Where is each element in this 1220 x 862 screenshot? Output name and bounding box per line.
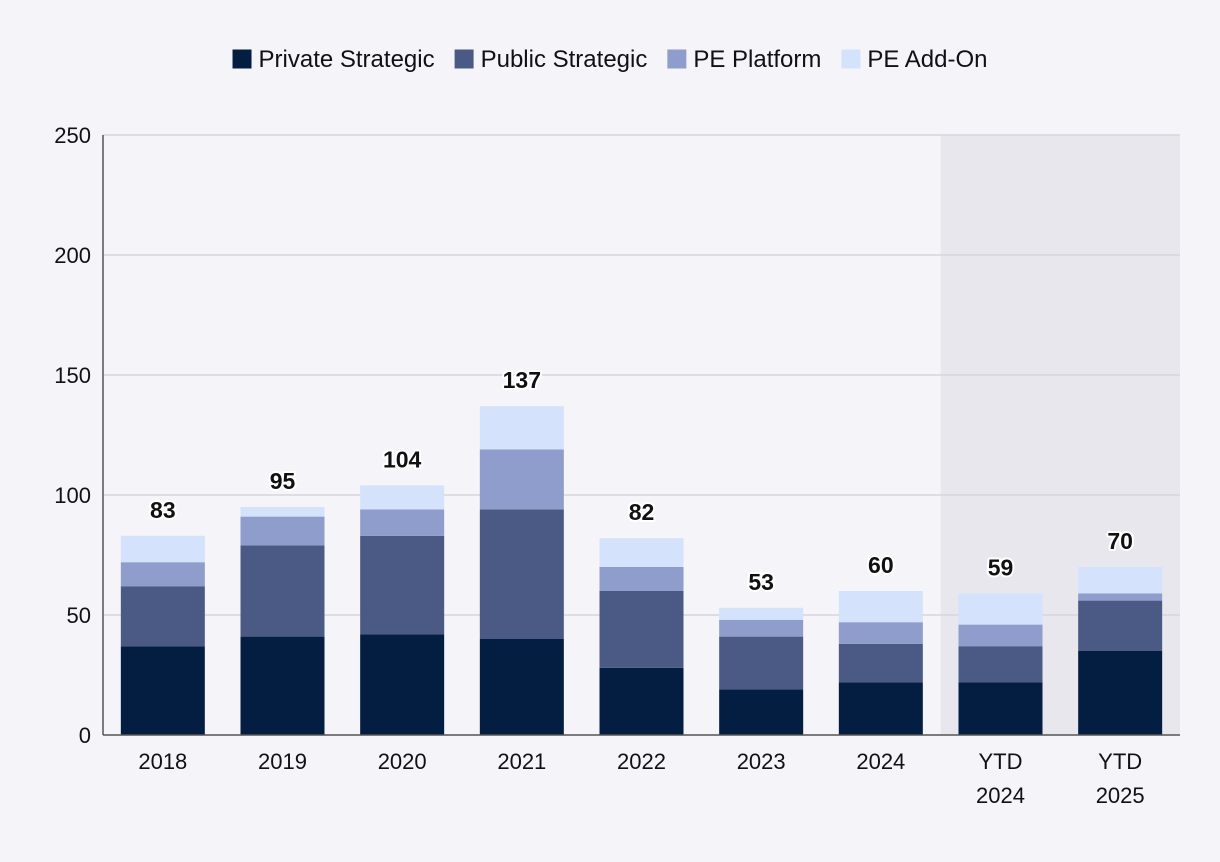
total-label-2023: 53 bbox=[748, 569, 774, 595]
bar-pe-platform-2024 bbox=[838, 622, 923, 644]
bar-pe-platform-2018 bbox=[120, 562, 205, 587]
y-tick-label-150: 150 bbox=[54, 363, 91, 388]
bar-private-strategic-2019 bbox=[240, 636, 325, 735]
x-tick-label-2019: 2019 bbox=[258, 749, 307, 774]
bar-pe-add-on-2024 bbox=[838, 591, 923, 623]
bar-private-strategic-2023 bbox=[719, 689, 804, 735]
legend-swatch-pe-add-on bbox=[841, 49, 861, 69]
bar-public-strategic-2019 bbox=[240, 545, 325, 637]
x-tick-label-2024: 2024 bbox=[856, 749, 905, 774]
x-axis-tick-labels: 2018 2019 2020 2021 2022 2023 2024 YTD 2024 YTD 20… bbox=[138, 749, 1144, 808]
x-tick-label-2018: 2018 bbox=[138, 749, 187, 774]
bar-pe-add-on-2023 bbox=[719, 607, 804, 620]
y-tick-label-50: 50 bbox=[67, 603, 91, 628]
legend-swatch-private-strategic bbox=[232, 49, 252, 69]
bar-pe-add-on-2018 bbox=[120, 535, 205, 563]
bar-pe-platform-2021 bbox=[479, 449, 564, 510]
bar-private-strategic-2020 bbox=[360, 634, 445, 735]
bar-pe-platform-2020 bbox=[360, 509, 445, 536]
legend-item-pe-platform: PE Platform bbox=[667, 46, 821, 73]
bar-public-strategic-2018 bbox=[120, 586, 205, 647]
bars bbox=[120, 406, 1163, 735]
total-label-2019: 95 bbox=[270, 468, 296, 494]
legend-swatch-pe-platform bbox=[667, 49, 687, 69]
total-label-ytd-2025: 70 bbox=[1107, 528, 1133, 554]
x-tick-label-2022: 2022 bbox=[617, 749, 666, 774]
legend: Private Strategic Public Strategic PE Plat… bbox=[232, 46, 987, 73]
x-tick-label-ytd-2024: YTD 2024 bbox=[976, 749, 1025, 808]
legend-label-public-strategic: Public Strategic bbox=[481, 46, 648, 73]
bar-public-strategic-2023 bbox=[719, 636, 804, 690]
bar-total-labels: 83 95 104 137 82 53 60 59 70 bbox=[148, 365, 1135, 597]
bar-private-strategic-2021 bbox=[479, 639, 564, 735]
bar-pe-platform-2019 bbox=[240, 516, 325, 546]
bar-private-strategic-2022 bbox=[599, 667, 684, 735]
bar-public-strategic-ytd-2025 bbox=[1078, 600, 1163, 651]
bar-private-strategic-2024 bbox=[838, 682, 923, 735]
legend-label-pe-add-on: PE Add-On bbox=[867, 46, 987, 73]
bar-private-strategic-ytd-2024 bbox=[958, 682, 1043, 735]
total-label-2022: 82 bbox=[629, 499, 655, 525]
bar-public-strategic-ytd-2024 bbox=[958, 646, 1043, 683]
legend-swatch-public-strategic bbox=[454, 49, 474, 69]
total-label-2018: 83 bbox=[150, 497, 176, 523]
total-label-2020: 104 bbox=[383, 446, 422, 472]
bar-pe-add-on-2022 bbox=[599, 538, 684, 567]
x-tick-label-2023: 2023 bbox=[737, 749, 786, 774]
bar-pe-platform-ytd-2024 bbox=[958, 624, 1043, 647]
bar-pe-add-on-ytd-2025 bbox=[1078, 567, 1163, 594]
legend-item-private-strategic: Private Strategic bbox=[232, 46, 435, 73]
bar-public-strategic-2020 bbox=[360, 535, 445, 635]
bar-pe-add-on-2021 bbox=[479, 406, 564, 450]
bar-pe-platform-ytd-2025 bbox=[1078, 593, 1163, 601]
y-tick-label-0: 0 bbox=[79, 723, 91, 748]
legend-item-pe-add-on: PE Add-On bbox=[841, 46, 987, 73]
legend-item-public-strategic: Public Strategic bbox=[454, 46, 648, 73]
axes bbox=[102, 135, 1180, 736]
x-tick-label-ytd-2025: YTD 2025 bbox=[1096, 749, 1145, 808]
bar-pe-platform-2023 bbox=[719, 619, 804, 637]
bar-public-strategic-2022 bbox=[599, 591, 684, 668]
total-label-2021: 137 bbox=[503, 367, 541, 393]
bar-pe-add-on-ytd-2024 bbox=[958, 593, 1043, 625]
bar-pe-add-on-2020 bbox=[360, 485, 445, 510]
x-tick-label-2021: 2021 bbox=[497, 749, 546, 774]
bar-pe-platform-2022 bbox=[599, 567, 684, 591]
legend-label-private-strategic: Private Strategic bbox=[259, 46, 435, 73]
y-tick-label-100: 100 bbox=[54, 483, 91, 508]
legend-label-pe-platform: PE Platform bbox=[693, 46, 821, 73]
bar-public-strategic-2021 bbox=[479, 509, 564, 639]
bar-private-strategic-ytd-2025 bbox=[1078, 651, 1163, 735]
total-label-ytd-2024: 59 bbox=[988, 554, 1014, 580]
bar-private-strategic-2018 bbox=[120, 646, 205, 735]
y-tick-label-200: 200 bbox=[54, 243, 91, 268]
y-tick-label-250: 250 bbox=[54, 123, 91, 148]
bar-public-strategic-2024 bbox=[838, 643, 923, 683]
y-axis-tick-labels: 0 50 100 150 200 250 bbox=[54, 123, 91, 748]
x-tick-label-2020: 2020 bbox=[378, 749, 427, 774]
bar-pe-add-on-2019 bbox=[240, 507, 325, 517]
total-label-2024: 60 bbox=[868, 552, 894, 578]
